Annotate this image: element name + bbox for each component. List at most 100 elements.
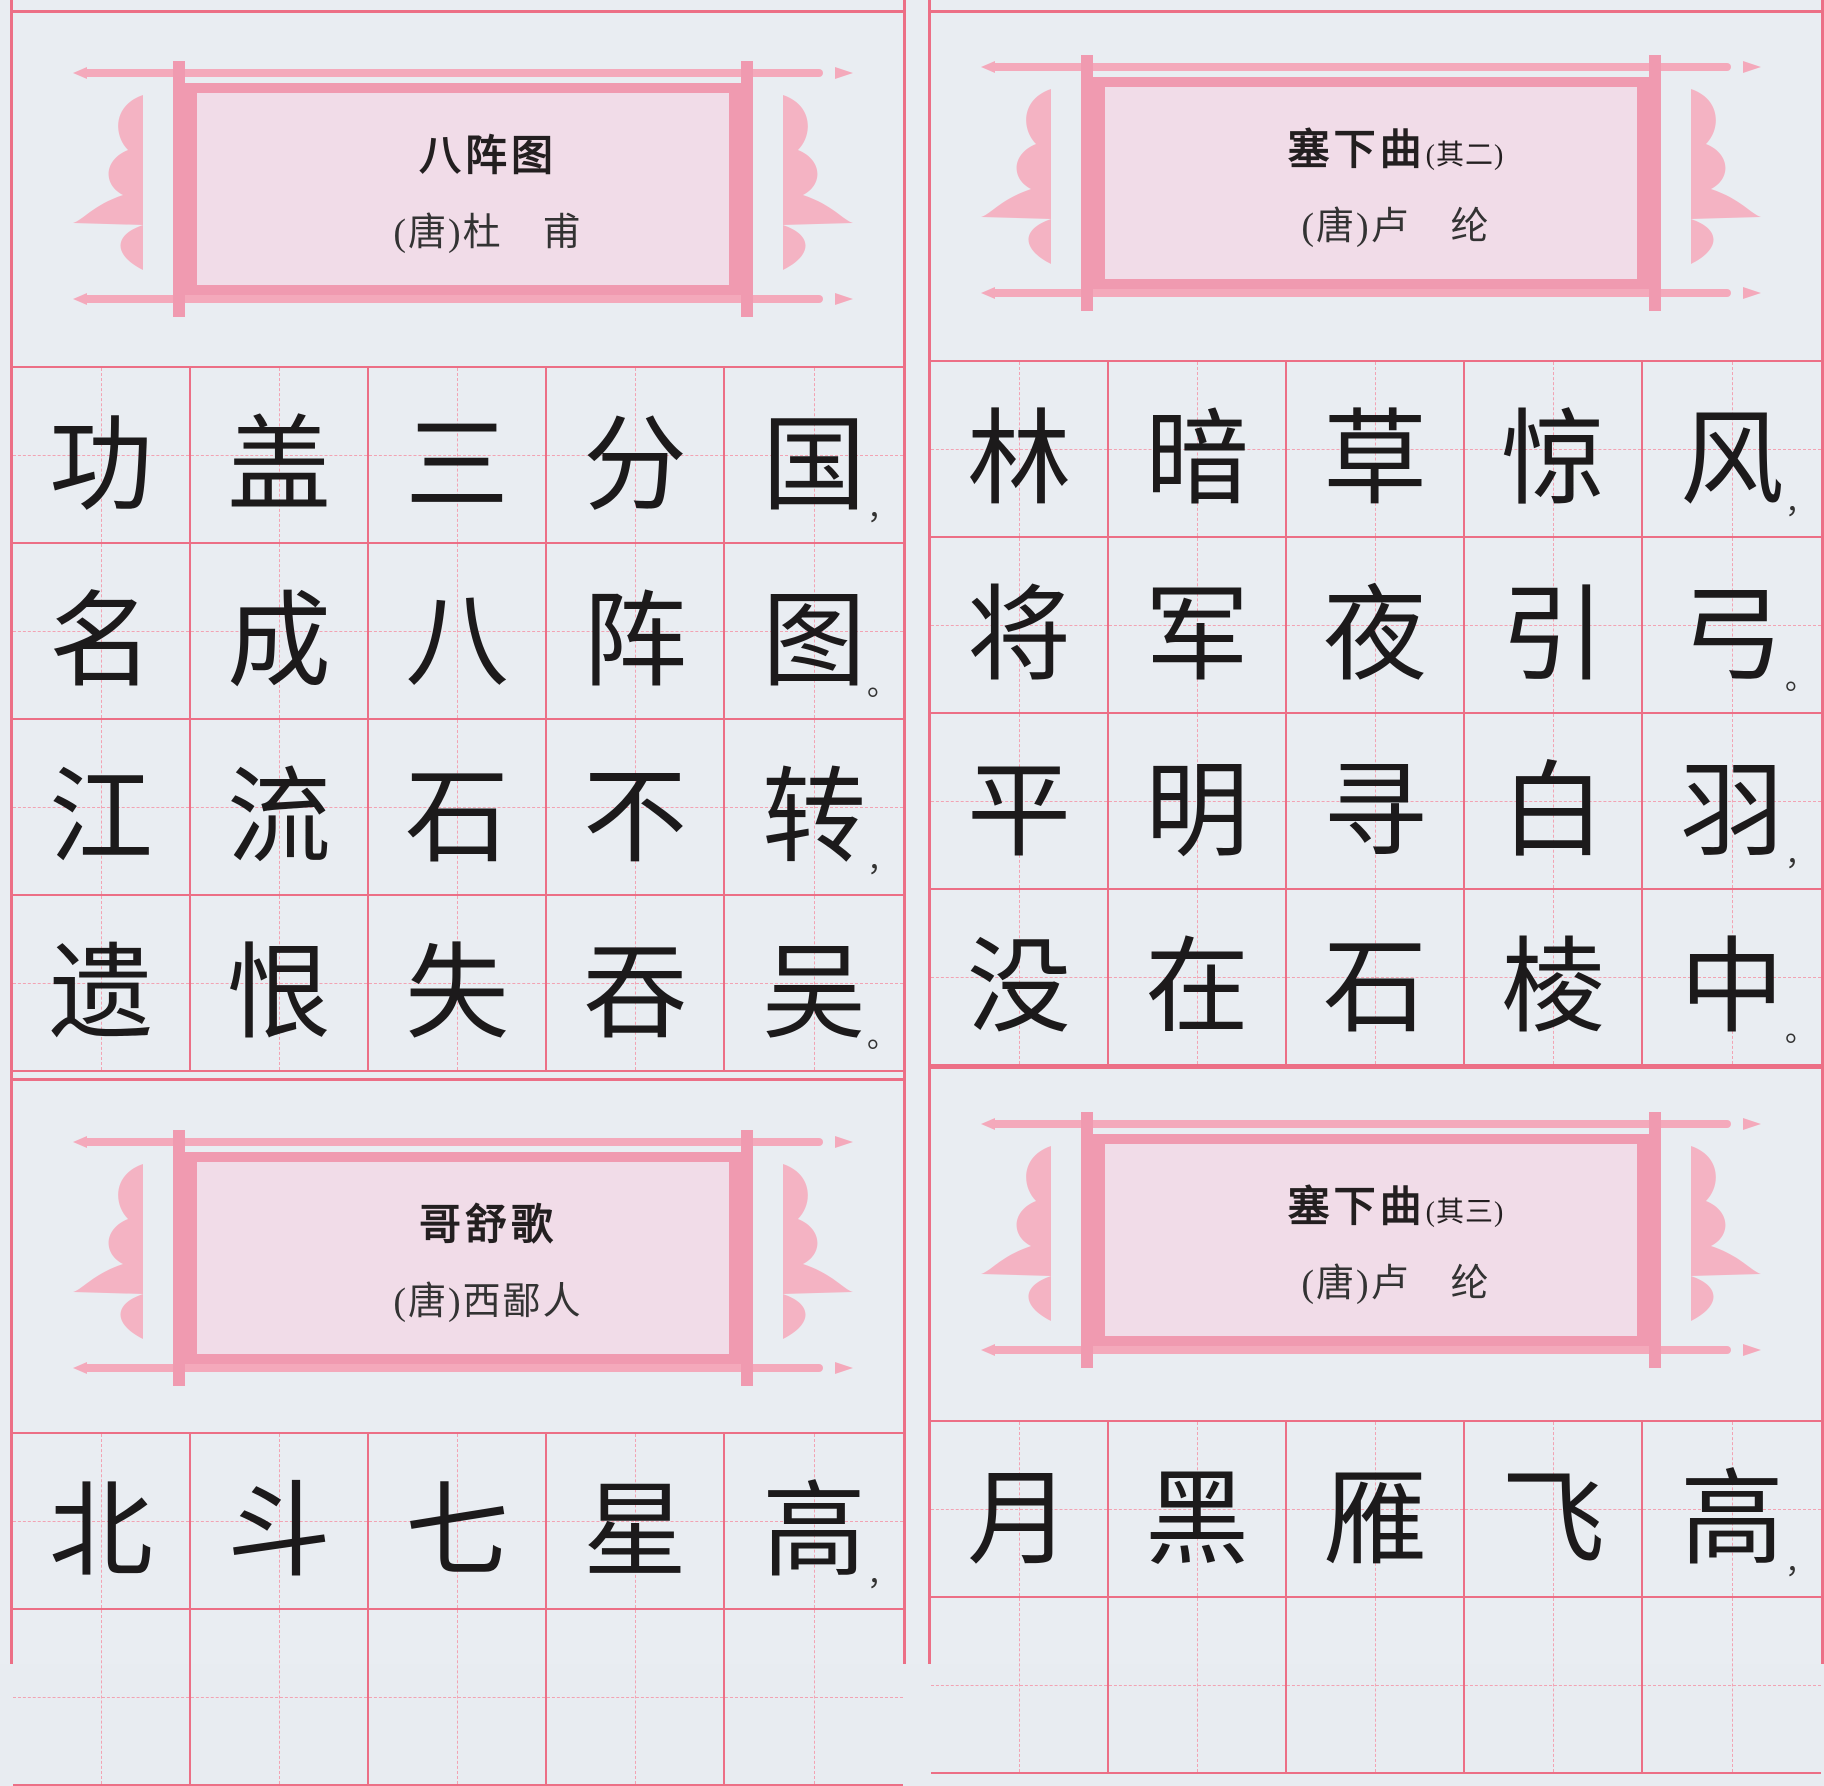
title-area: 哥舒歌 (唐)西鄙人 bbox=[13, 1082, 903, 1438]
grid-cell: 雁 bbox=[1287, 1422, 1465, 1596]
grid-cell: 夜 bbox=[1287, 538, 1465, 712]
character: 风 bbox=[1679, 397, 1784, 520]
poem-title: 塞下曲(其三) bbox=[1288, 1173, 1505, 1234]
title-scroll: 哥舒歌 (唐)西鄙人 bbox=[73, 1124, 853, 1394]
grid-cell: 吴。 bbox=[725, 896, 903, 1070]
grid-cell: 石 bbox=[369, 720, 547, 894]
character: 名 bbox=[48, 579, 153, 702]
calligraphy-practice-page: 八阵图 (唐)杜 甫 功 盖 三 分 国， 名 成 八 阵 bbox=[10, 0, 1824, 1786]
punctuation: 。 bbox=[1785, 1014, 1815, 1049]
grid-row: 没 在 石 棱 中。 bbox=[931, 890, 1821, 1066]
grid-cell: 引 bbox=[1465, 538, 1643, 712]
title-text: 八阵图 bbox=[418, 131, 557, 180]
character: 阵 bbox=[582, 579, 687, 702]
character: 三 bbox=[404, 403, 509, 526]
subtitle-text: (其二) bbox=[1425, 140, 1505, 171]
grid-cell: 七 bbox=[369, 1434, 547, 1608]
character: 惊 bbox=[1500, 397, 1605, 520]
character: 转 bbox=[761, 755, 866, 878]
character: 棱 bbox=[1500, 925, 1605, 1048]
character: 功 bbox=[48, 403, 153, 526]
character: 遗 bbox=[48, 931, 153, 1054]
character: 羽 bbox=[1679, 749, 1784, 872]
title-area: 塞下曲(其二) (唐)卢 纶 bbox=[931, 10, 1821, 366]
grid-cell bbox=[191, 1610, 369, 1784]
poem-author: (唐)西鄙人 bbox=[393, 1281, 583, 1323]
grid-cell: 暗 bbox=[1109, 362, 1287, 536]
grid-cell: 恨 bbox=[191, 896, 369, 1070]
grid-row: 平 明 寻 白 羽， bbox=[931, 714, 1821, 890]
title-scroll: 八阵图 (唐)杜 甫 bbox=[73, 55, 853, 325]
grid-cell: 将 bbox=[931, 538, 1109, 712]
title-box: 塞下曲(其二) (唐)卢 纶 bbox=[1106, 87, 1686, 279]
grid-cell: 阵 bbox=[547, 544, 725, 718]
grid-cell bbox=[1643, 1598, 1821, 1772]
character: 高 bbox=[761, 1469, 866, 1592]
title-text: 塞下曲 bbox=[1287, 125, 1426, 174]
grid-row bbox=[13, 1610, 903, 1786]
grid-row: 将 军 夜 引 弓。 bbox=[931, 538, 1821, 714]
grid-cell: 高， bbox=[725, 1434, 903, 1608]
punctuation: ， bbox=[1785, 1546, 1815, 1581]
grid-cell bbox=[1465, 1598, 1643, 1772]
title-area: 塞下曲(其三) (唐)卢 纶 bbox=[931, 1070, 1821, 1426]
grid-row: 林 暗 草 惊 风， bbox=[931, 362, 1821, 538]
character: 恨 bbox=[226, 931, 331, 1054]
grid-cell: 盖 bbox=[191, 368, 369, 542]
character: 盖 bbox=[226, 403, 331, 526]
character: 弓 bbox=[1679, 573, 1784, 696]
poem-title: 八阵图 bbox=[419, 122, 557, 183]
character: 石 bbox=[1322, 925, 1427, 1048]
character: 雁 bbox=[1322, 1457, 1427, 1580]
grid-cell: 黑 bbox=[1109, 1422, 1287, 1596]
title-scroll: 塞下曲(其二) (唐)卢 纶 bbox=[981, 49, 1761, 319]
grid-cell bbox=[13, 1610, 191, 1784]
grid-cell: 林 bbox=[931, 362, 1109, 536]
character: 分 bbox=[582, 403, 687, 526]
character: 月 bbox=[966, 1457, 1071, 1580]
character: 没 bbox=[966, 925, 1071, 1048]
grid-row: 名 成 八 阵 图。 bbox=[13, 544, 903, 720]
grid-cell: 失 bbox=[369, 896, 547, 1070]
punctuation: 。 bbox=[867, 668, 897, 703]
punctuation: ， bbox=[867, 492, 897, 527]
character: 在 bbox=[1144, 925, 1249, 1048]
grid-cell: 三 bbox=[369, 368, 547, 542]
grid-cell: 草 bbox=[1287, 362, 1465, 536]
grid-cell: 遗 bbox=[13, 896, 191, 1070]
character: 国 bbox=[761, 403, 866, 526]
grid-cell bbox=[931, 1598, 1109, 1772]
grid-cell: 明 bbox=[1109, 714, 1287, 888]
title-box: 哥舒歌 (唐)西鄙人 bbox=[198, 1162, 778, 1354]
character: 不 bbox=[582, 755, 687, 878]
character: 北 bbox=[48, 1469, 153, 1592]
character: 星 bbox=[582, 1469, 687, 1592]
grid-cell bbox=[369, 1610, 547, 1784]
punctuation: 。 bbox=[1785, 662, 1815, 697]
grid-cell: 转， bbox=[725, 720, 903, 894]
scroll-ornament bbox=[73, 1130, 853, 1386]
character: 石 bbox=[404, 755, 509, 878]
character-grid: 月 黑 雁 飞 高， bbox=[931, 1420, 1821, 1774]
grid-cell: 风， bbox=[1643, 362, 1821, 536]
grid-cell: 白 bbox=[1465, 714, 1643, 888]
grid-cell: 江 bbox=[13, 720, 191, 894]
character: 流 bbox=[226, 755, 331, 878]
character: 吞 bbox=[582, 931, 687, 1054]
grid-cell bbox=[725, 1610, 903, 1784]
character: 引 bbox=[1500, 573, 1605, 696]
character: 图 bbox=[761, 579, 866, 702]
title-box: 八阵图 (唐)杜 甫 bbox=[198, 93, 778, 285]
poem-sai-xia-qu-3: 塞下曲(其三) (唐)卢 纶 月 黑 雁 飞 高， bbox=[931, 1070, 1821, 1774]
character: 飞 bbox=[1500, 1457, 1605, 1580]
grid-cell: 流 bbox=[191, 720, 369, 894]
character-grid: 北 斗 七 星 高， bbox=[13, 1432, 903, 1786]
grid-cell: 军 bbox=[1109, 538, 1287, 712]
grid-cell: 图。 bbox=[725, 544, 903, 718]
title-text: 塞下曲 bbox=[1287, 1182, 1426, 1231]
grid-cell: 星 bbox=[547, 1434, 725, 1608]
character: 八 bbox=[404, 579, 509, 702]
punctuation: ， bbox=[867, 844, 897, 879]
grid-cell: 成 bbox=[191, 544, 369, 718]
grid-row bbox=[931, 1598, 1821, 1774]
